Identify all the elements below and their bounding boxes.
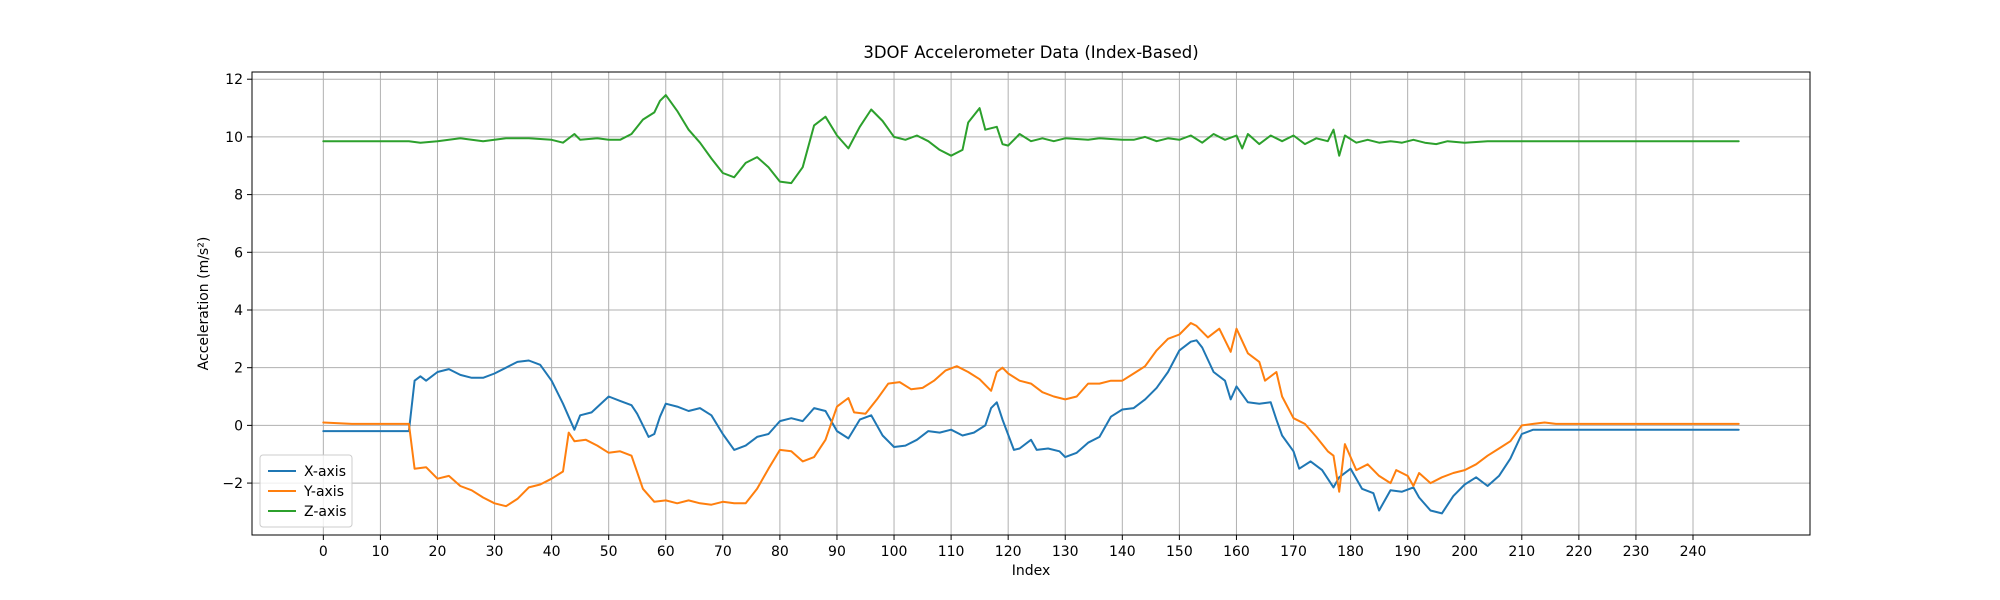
x-tick-label: 0 xyxy=(319,544,328,560)
legend-label: Y-axis xyxy=(303,484,344,500)
series-line-z-axis xyxy=(322,94,1740,185)
x-tick-label: 220 xyxy=(1566,544,1593,560)
x-tick-label: 50 xyxy=(600,544,618,560)
y-tick-label: 8 xyxy=(234,188,243,204)
x-tick-label: 230 xyxy=(1623,544,1650,560)
x-tick-label: 110 xyxy=(938,544,965,560)
y-tick-label: 0 xyxy=(234,418,243,434)
y-tick-label: 2 xyxy=(234,361,243,377)
x-tick-label: 180 xyxy=(1337,544,1364,560)
x-tick-label: 60 xyxy=(657,544,675,560)
x-tick-label: 240 xyxy=(1680,544,1707,560)
x-tick-label: 200 xyxy=(1451,544,1478,560)
x-tick-label: 90 xyxy=(828,544,846,560)
x-tick-label: 170 xyxy=(1280,544,1307,560)
x-tick-label: 160 xyxy=(1223,544,1250,560)
legend: X-axis Y-axis Z-axis xyxy=(259,454,353,528)
x-tick-label: 70 xyxy=(714,544,732,560)
x-tick-label: 20 xyxy=(429,544,447,560)
x-tick-label: 190 xyxy=(1394,544,1421,560)
chart-title: 3DOF Accelerometer Data (Index-Based) xyxy=(863,43,1198,62)
y-tick-label: 12 xyxy=(225,72,243,88)
x-tick-label: 140 xyxy=(1109,544,1136,560)
x-tick-label: 30 xyxy=(486,544,504,560)
x-tick-label: 100 xyxy=(881,544,908,560)
x-axis-title: Index xyxy=(1012,563,1051,579)
legend-box xyxy=(259,454,353,528)
y-tick-label: −2 xyxy=(222,476,243,492)
legend-label: Z-axis xyxy=(304,504,346,520)
x-tick-label: 10 xyxy=(371,544,389,560)
y-tick-label: 10 xyxy=(225,130,243,146)
tick-layer: 0 10 20 30 40 50 60 70 80 90 100 110 120 130 140 150 160… xyxy=(222,72,1706,560)
plot-frame xyxy=(251,71,1811,536)
y-tick-label: 4 xyxy=(234,303,243,319)
x-tick-label: 210 xyxy=(1508,544,1535,560)
x-tick-label: 40 xyxy=(543,544,561,560)
x-tick-label: 150 xyxy=(1166,544,1193,560)
series-line-x-axis xyxy=(322,339,1740,515)
legend-label: X-axis xyxy=(304,464,346,480)
x-tick-label: 120 xyxy=(995,544,1022,560)
series-layer xyxy=(322,94,1740,515)
x-tick-label: 130 xyxy=(1052,544,1079,560)
y-axis-title: Acceleration (m/s²) xyxy=(196,237,212,371)
y-tick-label: 6 xyxy=(234,245,243,261)
series-line-y-axis xyxy=(322,322,1740,508)
x-tick-label: 80 xyxy=(771,544,789,560)
grid-layer xyxy=(252,72,1810,535)
